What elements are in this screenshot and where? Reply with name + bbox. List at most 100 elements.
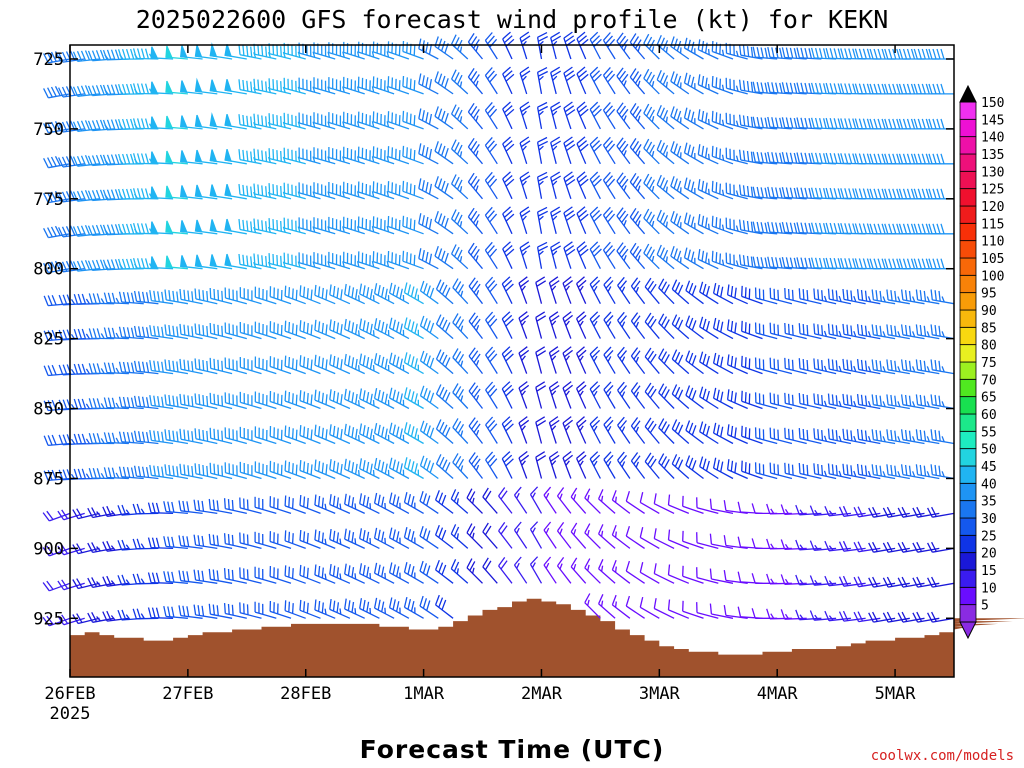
wind-barb	[224, 44, 247, 60]
wind-barb	[518, 450, 530, 479]
wind-barb	[314, 599, 336, 619]
wind-barb	[359, 458, 380, 480]
wind-barb	[498, 522, 513, 549]
wind-barb	[343, 251, 365, 270]
wind-barb	[223, 568, 247, 584]
wind-barb	[163, 536, 188, 550]
wind-barb	[726, 424, 748, 445]
colorbar-label: 80	[981, 339, 997, 354]
wind-barb	[589, 311, 601, 339]
wind-barb	[418, 213, 439, 235]
wind-barb	[886, 359, 910, 375]
wind-barb	[299, 529, 321, 550]
wind-barb	[373, 353, 395, 375]
wind-barb	[709, 568, 734, 584]
wind-barb	[253, 253, 277, 270]
wind-barb	[576, 416, 587, 444]
wind-barb	[683, 212, 704, 235]
wind-barb	[132, 573, 159, 585]
wind-barb	[769, 462, 793, 480]
wind-barb	[387, 76, 410, 95]
wind-barb	[484, 171, 498, 200]
wind-barb	[209, 254, 233, 270]
wind-barb	[314, 319, 336, 340]
wind-barb	[344, 528, 365, 549]
wind-barb	[299, 494, 321, 515]
wind-barb	[132, 538, 159, 550]
wind-barb	[502, 171, 515, 200]
wind-barb	[466, 523, 483, 549]
wind-barb	[209, 149, 233, 165]
wind-barb	[165, 185, 188, 200]
wind-barb	[403, 422, 424, 445]
wind-barb	[644, 452, 660, 479]
wind-barb	[194, 149, 218, 165]
x-tick-label: 4MAR	[757, 684, 799, 704]
wind-barb	[813, 323, 837, 340]
wind-barb	[87, 49, 115, 62]
wind-barb	[484, 67, 498, 95]
wind-barb	[498, 557, 513, 584]
wind-barb	[451, 34, 469, 60]
wind-barb	[630, 452, 646, 479]
wind-barb	[519, 241, 531, 269]
wind-barb	[589, 416, 601, 444]
wind-barb	[726, 319, 748, 340]
wind-barb	[253, 183, 277, 200]
wind-barb	[697, 249, 719, 270]
wind-barb	[209, 184, 233, 200]
wind-barb	[357, 41, 380, 60]
wind-barb	[482, 522, 498, 549]
wind-barb	[87, 224, 115, 237]
wind-barb	[754, 322, 778, 340]
wind-barb	[328, 182, 351, 200]
colorbar-label: 90	[981, 304, 997, 319]
wind-barb	[781, 47, 807, 60]
wind-barb	[752, 221, 778, 235]
wind-barb	[576, 276, 587, 304]
wind-barb	[741, 355, 763, 375]
x-tick-label: 1MAR	[403, 684, 445, 704]
wind-barb	[419, 491, 439, 514]
wind-barb	[434, 176, 454, 200]
wind-barb	[584, 488, 601, 514]
colorbar-swatch	[959, 240, 977, 259]
y-tick-label: 875	[33, 469, 64, 489]
wind-barb	[57, 614, 85, 626]
wind-barb	[359, 493, 380, 514]
wind-barb	[419, 560, 439, 584]
wind-barb	[784, 392, 807, 410]
wind-barb	[118, 326, 144, 340]
wind-barb	[149, 430, 174, 445]
wind-barb	[563, 136, 576, 165]
wind-barb	[239, 602, 262, 619]
wind-barb	[781, 256, 807, 270]
wind-barb	[194, 77, 218, 95]
wind-barb	[284, 600, 306, 619]
colorbar-label: 140	[981, 131, 1004, 146]
wind-barb	[616, 207, 631, 235]
wind-barb	[403, 387, 424, 410]
wind-barb	[813, 428, 837, 445]
wind-barb	[653, 563, 675, 584]
wind-barb	[796, 117, 822, 130]
wind-barb	[313, 182, 336, 200]
wind-barb	[556, 487, 572, 514]
wind-barb	[403, 492, 424, 514]
wind-barb	[452, 313, 469, 340]
wind-barb	[254, 461, 277, 480]
wind-barb	[372, 251, 395, 270]
wind-barb	[723, 535, 748, 550]
wind-barb	[150, 116, 174, 130]
wind-barb	[313, 147, 336, 165]
wind-barb	[102, 224, 129, 236]
wind-barb	[767, 151, 792, 165]
wind-barb	[670, 141, 690, 165]
wind-barb	[738, 254, 763, 270]
wind-barb	[886, 324, 910, 340]
wind-barb	[269, 425, 292, 445]
wind-barb	[629, 33, 646, 60]
wind-barb	[253, 113, 277, 130]
wind-barb	[164, 429, 189, 445]
wind-barb	[388, 387, 410, 410]
